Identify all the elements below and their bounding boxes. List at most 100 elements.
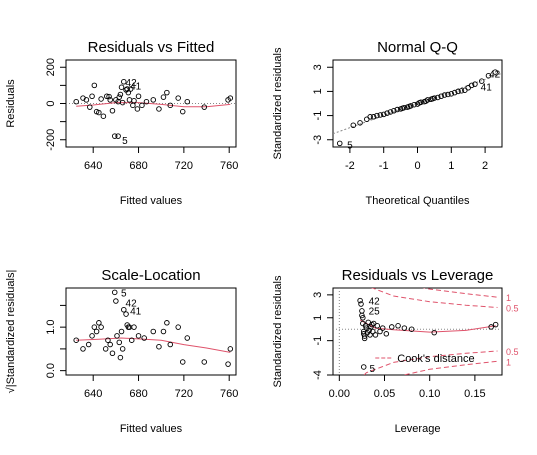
data-point: [123, 311, 129, 317]
data-point: [107, 341, 113, 348]
data-point: [391, 107, 397, 114]
data-point: [370, 114, 377, 120]
qq-reference-line: [333, 72, 502, 135]
data-point: [384, 110, 390, 116]
data-point: [383, 331, 390, 337]
point-id-label: 41: [481, 83, 493, 94]
data-point: [411, 101, 417, 108]
data-point: [431, 95, 438, 101]
data-point: [370, 328, 376, 335]
x-axis: 640 680 720 760: [84, 375, 238, 400]
data-point: [359, 308, 365, 314]
data-point: [379, 325, 386, 331]
data-point: [131, 98, 137, 104]
data-point: [73, 98, 79, 105]
data-point: [118, 84, 125, 90]
data-point: [472, 81, 478, 87]
panel-title: Residuals vs Fitted: [88, 39, 215, 56]
panel-title: Scale-Location: [101, 267, 200, 284]
cook-distance-legend: Cook's distance: [375, 353, 475, 365]
x-tick-label: -2: [345, 160, 355, 172]
point-id-label: 5: [121, 288, 127, 299]
plot-frame: [332, 287, 503, 376]
data-point: [179, 108, 186, 115]
data-point: [424, 97, 431, 103]
data-point: [358, 301, 364, 307]
data-point: [438, 93, 444, 99]
data-point: [89, 333, 95, 339]
data-point: [87, 104, 93, 110]
data-point: [114, 333, 120, 339]
scale-location-panel: Scale-Location Fitted values √|Standardize…: [5, 267, 238, 435]
data-point: [121, 78, 127, 85]
y-axis-label: √|Standardized residuals|: [5, 270, 17, 394]
point-id-label: 5: [370, 364, 376, 375]
data-point: [160, 94, 167, 100]
legend-label: Cook's distance: [397, 353, 474, 365]
x-axis: -2 -1 0 1 2: [345, 147, 488, 172]
data-point: [445, 91, 451, 98]
data-point: [107, 97, 113, 103]
cook-distance-curve: [371, 288, 498, 308]
x-tick-label: 0: [414, 160, 420, 172]
data-point: [91, 82, 98, 89]
y-axis: -4 -1 1 3: [312, 292, 333, 380]
x-tick-label: 0.15: [464, 388, 485, 400]
data-point: [118, 328, 125, 335]
data-point: [139, 102, 145, 109]
data-point: [367, 114, 373, 120]
data-point: [441, 92, 448, 98]
data-point: [360, 315, 366, 321]
point-id-label: 5: [347, 141, 353, 152]
data-point: [91, 324, 98, 330]
data-point: [116, 94, 123, 100]
data-point: [492, 321, 499, 328]
data-point: [431, 329, 437, 336]
cook-level-label: 1: [506, 293, 511, 303]
x-tick-label: 0.10: [419, 388, 440, 400]
data-point: [488, 324, 494, 330]
data-point: [127, 86, 134, 92]
y-tick-label: -3: [312, 135, 324, 145]
data-point: [119, 346, 126, 352]
x-tick-label: 2: [482, 160, 488, 172]
data-point: [201, 359, 208, 365]
data-point: [164, 320, 170, 326]
data-point: [121, 307, 127, 313]
data-point: [387, 109, 394, 115]
y-tick-label: 1.0: [45, 320, 57, 335]
normal-qq-panel: Normal Q-Q Theoretical Quantiles Standardi…: [272, 39, 503, 207]
data-point: [357, 120, 363, 126]
data-point: [367, 332, 373, 338]
data-point: [394, 106, 400, 113]
data-point: [116, 339, 123, 346]
data-point: [179, 359, 186, 365]
data-point: [485, 72, 492, 79]
point-id-label: 41: [130, 307, 142, 318]
plot-area: [333, 69, 502, 147]
data-point: [126, 97, 133, 103]
data-point: [468, 82, 475, 89]
data-point: [401, 104, 407, 111]
x-tick-label: 680: [129, 160, 147, 172]
x-tick-label: 640: [84, 388, 102, 400]
data-point: [111, 133, 118, 139]
data-point: [117, 91, 124, 98]
data-point: [113, 298, 119, 304]
data-point: [418, 99, 424, 106]
data-point: [377, 112, 384, 118]
data-point: [225, 361, 231, 367]
data-point: [156, 106, 162, 112]
x-tick-label: 1: [448, 160, 454, 172]
data-point: [361, 333, 368, 339]
data-point: [201, 104, 208, 110]
data-point: [134, 106, 141, 112]
y-tick-label: 3: [312, 292, 324, 298]
data-point: [105, 337, 111, 343]
data-point: [124, 86, 130, 92]
x-axis-label: Fitted values: [120, 195, 183, 207]
point-id-label: 5: [122, 136, 128, 147]
data-point: [119, 99, 126, 106]
data-point: [184, 335, 191, 341]
data-point: [73, 337, 79, 343]
